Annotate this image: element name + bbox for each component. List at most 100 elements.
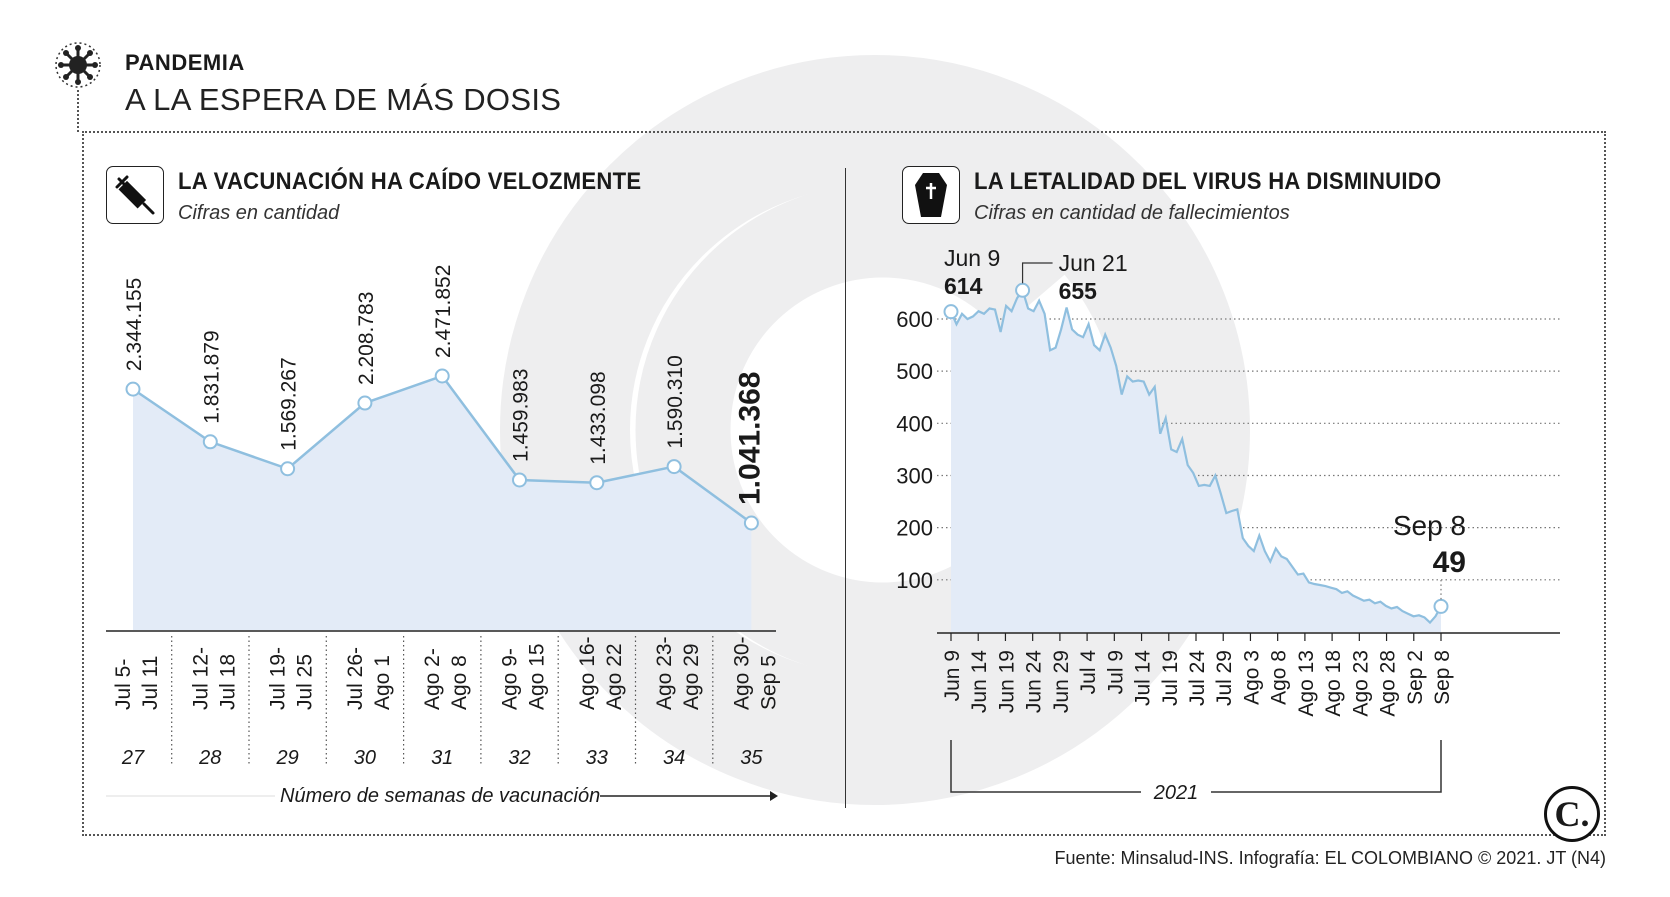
x-tick-label: Ago 28 (1377, 650, 1400, 717)
vaccination-point (743, 515, 759, 531)
left-panel-title: LA VACUNACIÓN HA CAÍDO VELOZMENTE (178, 168, 642, 195)
x-tick-label: Jul 24 (1186, 650, 1209, 706)
annotation-value: 614 (944, 273, 983, 299)
x-tick-label: Jun 29 (1050, 650, 1073, 713)
x-tick-label: Sep 8 (1431, 650, 1454, 705)
x-tick-label: Jul 4 (1077, 650, 1100, 695)
coffin-icon (915, 173, 947, 217)
category-label: Jul 19- (267, 647, 290, 710)
x-tick-label: Sep 2 (1404, 650, 1427, 705)
right-panel-subtitle: Cifras en cantidad de fallecimientos (974, 202, 1290, 224)
week-number: 31 (431, 747, 453, 769)
vaccination-point (666, 459, 682, 475)
category-label: Ago 16- (576, 636, 599, 710)
category-label: Ago 8 (448, 655, 471, 710)
annotation-point (1015, 282, 1031, 298)
annotation-point (943, 304, 959, 320)
virus-icon (55, 42, 101, 88)
y-tick-label: 600 (896, 307, 933, 332)
category-label: Jul 11 (139, 656, 162, 710)
week-number: 28 (198, 747, 221, 769)
week-number: 35 (740, 747, 763, 769)
y-tick-label: 200 (896, 516, 933, 541)
category-label: Ago 30- (730, 636, 753, 710)
annotation-point (1433, 598, 1449, 614)
x-tick-label: Jun 19 (995, 650, 1018, 713)
category-label: Ago 15 (526, 643, 549, 710)
category-label: Jul 26- (344, 647, 367, 710)
right-panel-title: LA LETALIDAD DEL VIRUS HA DISMINUIDO (974, 168, 1442, 195)
y-tick-label: 500 (896, 359, 933, 384)
vaccination-value-label: 1.041.368 (733, 372, 766, 505)
x-tick-label: Jul 29 (1213, 650, 1236, 706)
kicker-connector (77, 90, 79, 132)
vaccination-value-label: 1.569.267 (278, 357, 301, 450)
y-tick-label: 400 (896, 411, 933, 436)
category-label: Jul 12- (189, 647, 212, 710)
category-label: Ago 9- (499, 648, 522, 710)
vaccination-value-label: 1.459.983 (510, 369, 533, 462)
deaths-area (951, 290, 1441, 632)
vaccination-value-label: 1.831.879 (200, 330, 223, 423)
axis-note: Número de semanas de vacunación (280, 785, 600, 807)
annotation-value: 655 (1059, 278, 1098, 304)
syringe-icon-box (106, 166, 164, 224)
year-label: 2021 (1153, 782, 1199, 804)
x-tick-label: Jun 14 (968, 650, 991, 713)
vaccination-point (357, 395, 373, 411)
kicker: PANDEMIA (125, 50, 245, 75)
vaccination-chart: 2.344.155 1.831.879 1.569.267 2.208.783 2.47… (106, 265, 780, 807)
annotation-value: 49 (1433, 546, 1466, 579)
y-tick-label: 300 (896, 463, 933, 488)
vaccination-point (434, 368, 450, 384)
x-tick-label: Ago 23 (1349, 650, 1372, 717)
week-number: 30 (354, 747, 376, 769)
category-label: Jul 5- (112, 659, 135, 710)
annotation-leader (1021, 262, 1053, 284)
year-bracket-right (1211, 740, 1442, 793)
y-tick-label: 100 (896, 568, 933, 593)
x-tick-label: Ago 18 (1322, 650, 1345, 717)
deaths-line (949, 287, 1442, 625)
vaccination-point (125, 381, 141, 397)
syringe-icon (115, 175, 155, 215)
annotation-date: Jun 21 (1059, 250, 1128, 276)
vaccination-area (133, 376, 752, 630)
vaccination-value-label: 1.590.310 (664, 355, 687, 448)
category-label: Ago 1 (371, 655, 394, 710)
source-note: Fuente: Minsalud-INS. Infografía: EL COL… (1054, 848, 1606, 868)
x-tick-label: Jul 14 (1132, 650, 1155, 706)
x-tick-label: Ago 8 (1268, 650, 1291, 705)
week-number: 32 (508, 747, 530, 769)
category-label: Jul 18 (216, 654, 239, 710)
category-label: Ago 23- (653, 636, 676, 710)
x-tick-label: Jul 9 (1104, 650, 1127, 694)
category-label: Ago 29 (680, 643, 703, 710)
frame (82, 131, 1606, 836)
week-number: 34 (663, 747, 685, 769)
category-label: Ago 2- (421, 648, 444, 710)
axis-note-arrowhead (770, 791, 778, 801)
vaccination-point (589, 475, 605, 491)
category-label: Sep 5 (757, 655, 780, 710)
x-tick-label: Ago 3 (1240, 650, 1263, 705)
brand-logo: C. (1544, 786, 1600, 842)
vaccination-point (280, 461, 296, 477)
x-tick-label: Jun 24 (1023, 650, 1046, 713)
headline: A LA ESPERA DE MÁS DOSIS (125, 82, 562, 117)
x-tick-label: Jun 9 (941, 650, 964, 701)
x-tick-label: Jul 19 (1159, 650, 1182, 706)
vaccination-point (512, 472, 527, 488)
vaccination-value-label: 2.344.155 (123, 278, 146, 371)
annotation-date: Sep 8 (1393, 510, 1466, 541)
week-number: 27 (121, 747, 145, 769)
panel-divider (845, 168, 846, 808)
week-number: 29 (275, 747, 298, 769)
left-panel-subtitle: Cifras en cantidad (178, 202, 340, 224)
week-number: 33 (586, 747, 608, 769)
vaccination-point (202, 434, 218, 450)
category-label: Jul 25 (294, 654, 317, 710)
coffin-icon-box (902, 166, 960, 224)
vaccination-value-label: 2.208.783 (355, 292, 378, 385)
annotation-date: Jun 9 (944, 245, 1000, 271)
